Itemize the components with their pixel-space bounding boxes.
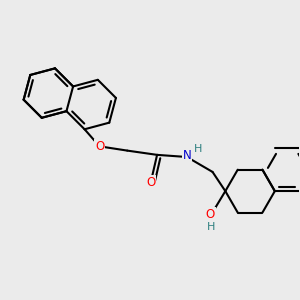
Text: O: O xyxy=(146,176,155,189)
Text: O: O xyxy=(95,140,104,153)
Text: O: O xyxy=(206,208,215,221)
Text: H: H xyxy=(194,144,202,154)
Text: N: N xyxy=(183,149,191,162)
Text: H: H xyxy=(207,221,215,232)
